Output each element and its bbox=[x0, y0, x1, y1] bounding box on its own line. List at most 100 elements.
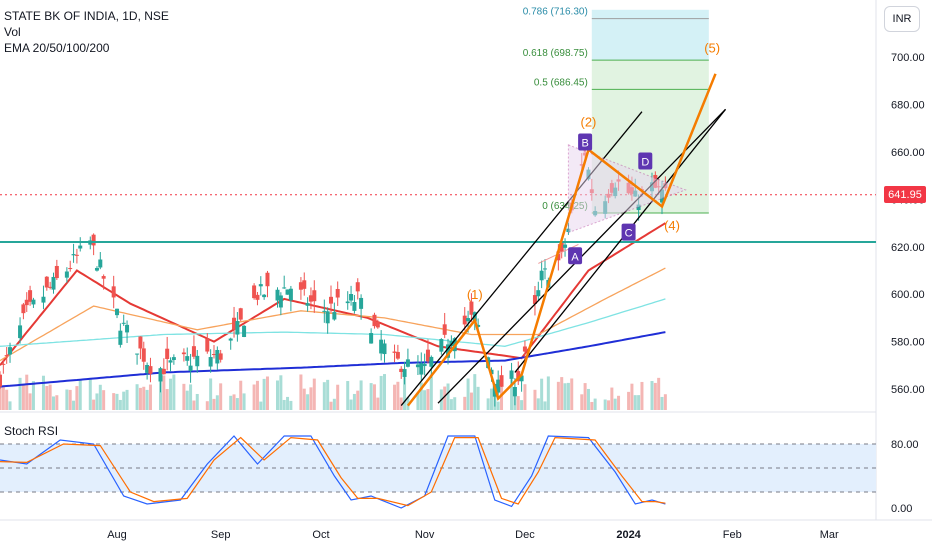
time-tick-label: Aug bbox=[107, 529, 127, 541]
candle-body bbox=[74, 254, 79, 256]
time-tick-label: Oct bbox=[312, 529, 329, 541]
candle-body bbox=[329, 296, 334, 304]
candle-body bbox=[392, 351, 397, 353]
candle-body bbox=[71, 254, 76, 256]
volume-bar bbox=[255, 380, 259, 410]
candle-body bbox=[395, 351, 400, 359]
volume-bar bbox=[469, 392, 473, 410]
volume-bar bbox=[185, 390, 189, 410]
candle-body bbox=[355, 282, 360, 292]
candle-body bbox=[205, 338, 210, 352]
volume-bar bbox=[68, 389, 72, 410]
candle-body bbox=[238, 308, 243, 320]
candle-body bbox=[469, 301, 474, 315]
candle-body bbox=[439, 339, 444, 352]
volume-bar bbox=[165, 389, 169, 410]
volume-bar bbox=[590, 401, 594, 410]
volume-bar bbox=[229, 395, 233, 410]
candle-body bbox=[422, 363, 427, 367]
volume-bar bbox=[75, 386, 79, 410]
volume-bar bbox=[563, 383, 567, 410]
volume-bar bbox=[520, 400, 524, 410]
volume-bar bbox=[102, 390, 106, 410]
candle-body bbox=[496, 379, 501, 393]
volume-bar bbox=[533, 389, 537, 410]
chart-legend: STATE BK OF INDIA, 1D, NSE Vol EMA 20/50… bbox=[4, 8, 169, 56]
volume-bar bbox=[416, 392, 420, 410]
price-tick-label: 560.00 bbox=[891, 384, 925, 396]
candle-body bbox=[138, 336, 143, 349]
wave-label: (2) bbox=[581, 115, 597, 130]
candle-body bbox=[8, 347, 13, 355]
volume-bar bbox=[322, 382, 326, 410]
volume-bar bbox=[232, 394, 236, 410]
candle-body bbox=[446, 344, 451, 358]
time-tick-label: Feb bbox=[723, 529, 742, 541]
candle-body bbox=[125, 324, 130, 333]
ema-line bbox=[0, 298, 666, 347]
volume-bar bbox=[18, 377, 22, 410]
volume-bar bbox=[8, 401, 12, 410]
candle-body bbox=[322, 310, 327, 312]
vol-label: Vol bbox=[4, 25, 21, 39]
candle-body bbox=[275, 289, 280, 301]
volume-bar bbox=[663, 394, 667, 410]
volume-bar bbox=[403, 377, 407, 410]
volume-bar bbox=[446, 383, 450, 410]
volume-bar bbox=[359, 380, 363, 410]
volume-bar bbox=[262, 378, 266, 410]
volume-bar bbox=[299, 374, 303, 410]
volume-bar bbox=[72, 400, 76, 410]
volume-bar bbox=[235, 398, 239, 410]
candle-body bbox=[288, 288, 293, 301]
fib-level-label: 0.618 (698.75) bbox=[523, 48, 588, 59]
candle-body bbox=[121, 322, 126, 324]
volume-bar bbox=[189, 384, 193, 410]
candle-body bbox=[476, 324, 481, 327]
volume-bar bbox=[372, 384, 376, 410]
candle-body bbox=[512, 387, 517, 397]
stoch-tick-label: 80.00 bbox=[891, 439, 919, 451]
candle-body bbox=[559, 242, 564, 252]
candle-body bbox=[499, 375, 504, 387]
volume-bar bbox=[640, 381, 644, 410]
volume-bar bbox=[239, 380, 243, 410]
volume-bar bbox=[98, 384, 102, 410]
volume-bar bbox=[332, 398, 336, 410]
volume-bar bbox=[516, 396, 520, 410]
candle-body bbox=[258, 284, 263, 287]
price-tick-label: 680.00 bbox=[891, 100, 925, 112]
candle-body bbox=[228, 338, 233, 341]
volume-bar bbox=[637, 395, 641, 410]
candle-body bbox=[191, 346, 196, 357]
wave-label: (4) bbox=[664, 218, 680, 233]
volume-bar bbox=[122, 391, 126, 410]
currency-button[interactable]: INR bbox=[884, 6, 920, 32]
candle-body bbox=[115, 308, 120, 316]
volume-bar bbox=[449, 399, 453, 410]
volume-bar bbox=[423, 390, 427, 410]
volume-bar bbox=[586, 388, 590, 410]
price-tick-label: 660.00 bbox=[891, 147, 925, 159]
time-tick-label: Dec bbox=[515, 529, 535, 541]
volume-bar bbox=[138, 387, 142, 410]
volume-bar bbox=[473, 374, 477, 410]
volume-bar bbox=[650, 380, 654, 410]
candle-body bbox=[359, 297, 364, 309]
candle-body bbox=[369, 333, 374, 344]
candle-body bbox=[349, 294, 354, 301]
volume-bar bbox=[329, 401, 333, 410]
volume-bar bbox=[219, 383, 223, 410]
volume-bar bbox=[28, 393, 32, 410]
volume-bar bbox=[399, 397, 403, 410]
price-tick-label: 580.00 bbox=[891, 337, 925, 349]
fib-level-label: 0.5 (686.45) bbox=[534, 77, 588, 88]
volume-bar bbox=[259, 401, 263, 410]
candle-body bbox=[325, 311, 330, 324]
candle-body bbox=[161, 368, 166, 375]
candle-body bbox=[419, 363, 424, 375]
channel-line bbox=[514, 108, 727, 373]
candle-body bbox=[135, 353, 140, 355]
candle-body bbox=[211, 354, 216, 356]
